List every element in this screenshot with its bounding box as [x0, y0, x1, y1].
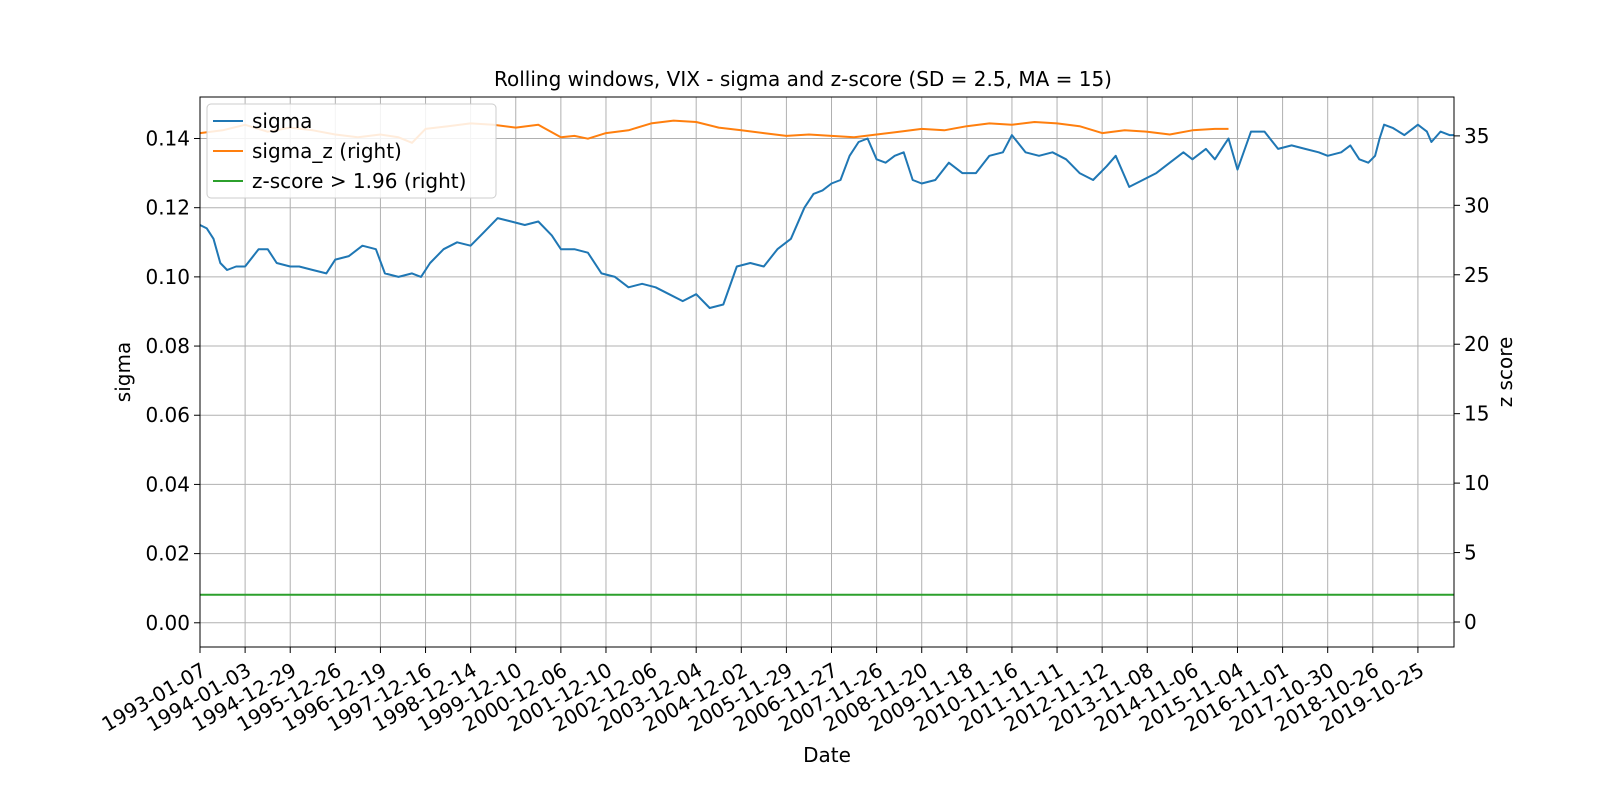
y-axis-left: 0.00 0.02 0.04 0.06 0.08 0.10 0.12 0.14 [145, 127, 200, 635]
x-axis: 1993-01-071994-01-031994-12-291995-12-26… [97, 647, 1428, 737]
y-tick-label-left: 0.04 [145, 472, 190, 496]
chart-title: Rolling windows, VIX - sigma and z-score… [494, 67, 1112, 91]
y-tick-label-right: 5 [1464, 541, 1477, 565]
y-axis-right: 0 5 10 15 20 25 30 35 [1454, 124, 1489, 634]
legend-label: sigma_z (right) [252, 139, 402, 163]
y-tick-label-right: 35 [1464, 124, 1489, 148]
y-tick-label-left: 0.02 [145, 542, 190, 566]
legend-label: z-score > 1.96 (right) [252, 169, 466, 193]
plot-frame [199, 96, 1455, 648]
y-tick-label-left: 0.10 [145, 265, 190, 289]
x-axis-label: Date [803, 743, 851, 767]
y-tick-label-right: 15 [1464, 402, 1489, 426]
y-axis-label-right: z score [1493, 337, 1517, 408]
y-tick-label-left: 0.14 [145, 127, 190, 151]
series-line-0 [199, 123, 1454, 309]
y-tick-label-left: 0.12 [145, 196, 190, 220]
legend-box [206, 103, 497, 199]
legend-label: sigma [252, 109, 312, 133]
y-tick-label-right: 0 [1464, 610, 1477, 634]
y-tick-label-left: 0.00 [145, 611, 190, 635]
y-tick-label-right: 10 [1464, 471, 1489, 495]
y-tick-label-right: 30 [1464, 193, 1489, 217]
y-tick-label-left: 0.06 [145, 403, 190, 427]
y-tick-label-right: 20 [1464, 332, 1489, 356]
y-axis-label-left: sigma [111, 342, 135, 402]
y-tick-label-left: 0.08 [145, 334, 190, 358]
y-tick-label-right: 25 [1464, 263, 1489, 287]
legend: sigma sigma_z (right) z-score > 1.96 (righ… [206, 103, 497, 199]
